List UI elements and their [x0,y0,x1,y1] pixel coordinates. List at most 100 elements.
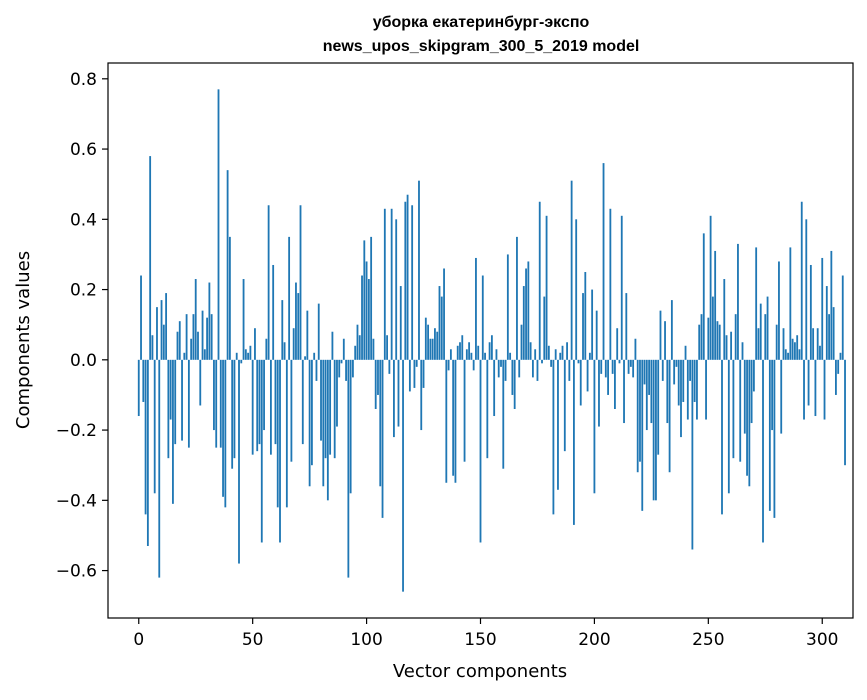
bar-6 [151,335,154,360]
bar-187 [563,359,566,452]
bar-294 [807,359,810,406]
bar-282 [780,359,783,434]
bar-55 [263,359,265,431]
bar-106 [379,359,382,487]
bar-207 [609,208,612,360]
bar-265 [741,342,744,360]
bar-299 [819,345,821,360]
bar-309 [841,275,844,360]
bar-253 [714,250,717,360]
bar-153 [486,359,489,459]
bar-30 [206,317,209,360]
bar-190 [570,180,573,360]
x-tick-label: 250 [692,630,724,650]
bar-184 [557,359,559,490]
bar-267 [746,359,748,476]
y-axis-label: Components values [13,251,34,429]
bar-118 [406,194,409,360]
x-axis-label: Vector components [393,661,567,682]
bar-146 [470,352,473,360]
bar-301 [823,359,826,420]
bar-107 [381,359,384,518]
bar-150 [479,359,482,543]
bar-217 [632,359,635,378]
bar-56 [265,338,268,360]
bar-37 [222,359,224,497]
bar-130 [434,328,436,360]
bar-17 [176,331,179,360]
y-tick-label: −0.2 [56,421,97,441]
bar-51 [254,328,256,360]
bar-48 [247,352,250,360]
bar-270 [752,359,755,392]
bar-160 [502,359,505,469]
bar-104 [374,359,377,409]
bar-204 [602,163,605,360]
bar-305 [832,307,835,360]
bar-171 [527,261,530,360]
bar-163 [509,352,512,360]
bar-290 [798,349,801,360]
bars-group [137,89,846,592]
bar-203 [600,359,603,374]
bar-32 [210,314,213,360]
bar-71 [299,205,302,360]
bar-303 [828,314,830,360]
bar-176 [538,201,541,360]
bar-138 [452,359,455,476]
bar-279 [773,359,776,518]
bar-139 [454,359,457,483]
bar-213 [623,359,625,424]
bar-22 [187,359,190,448]
bar-168 [520,324,523,360]
x-tick-label: 50 [242,630,264,650]
bar-238 [680,359,682,438]
bar-191 [573,359,575,525]
bar-108 [383,208,386,360]
bar-169 [522,286,525,360]
bar-145 [468,342,471,360]
bar-64 [283,342,286,360]
bar-292 [803,359,805,420]
bar-99 [363,240,366,360]
bar-26 [197,331,199,360]
bar-61 [276,359,279,508]
bar-110 [388,359,391,374]
bar-83 [326,359,329,501]
bar-149 [477,345,480,360]
bar-164 [511,359,514,395]
bar-59 [272,264,275,360]
bar-266 [743,359,746,434]
bar-54 [260,359,263,543]
bar-88 [338,359,341,378]
bar-215 [627,359,630,374]
y-tick-label: 0.8 [70,70,97,90]
bar-95 [354,345,357,360]
bar-23 [190,338,193,360]
bar-224 [648,359,650,395]
bar-77 [313,352,316,360]
bar-175 [536,359,539,381]
bar-122 [415,359,418,367]
bar-219 [636,359,639,473]
bar-47 [244,349,247,360]
bar-307 [837,359,840,374]
bar-310 [844,359,846,466]
bar-216 [629,359,632,367]
bar-112 [393,359,395,438]
bar-220 [639,359,641,462]
bar-262 [734,314,737,360]
chart-subtitle: news_upos_skipgram_300_5_2019 model [323,38,640,55]
bar-231 [664,321,666,360]
bar-66 [288,236,291,360]
x-tick-label: 200 [578,630,610,650]
bar-278 [771,359,774,431]
bar-182 [552,359,555,515]
bar-170 [525,268,527,360]
bar-135 [445,359,448,483]
x-tick-label: 100 [350,630,382,650]
bar-295 [809,264,812,360]
bar-258 [725,335,728,360]
bar-52 [256,359,259,452]
